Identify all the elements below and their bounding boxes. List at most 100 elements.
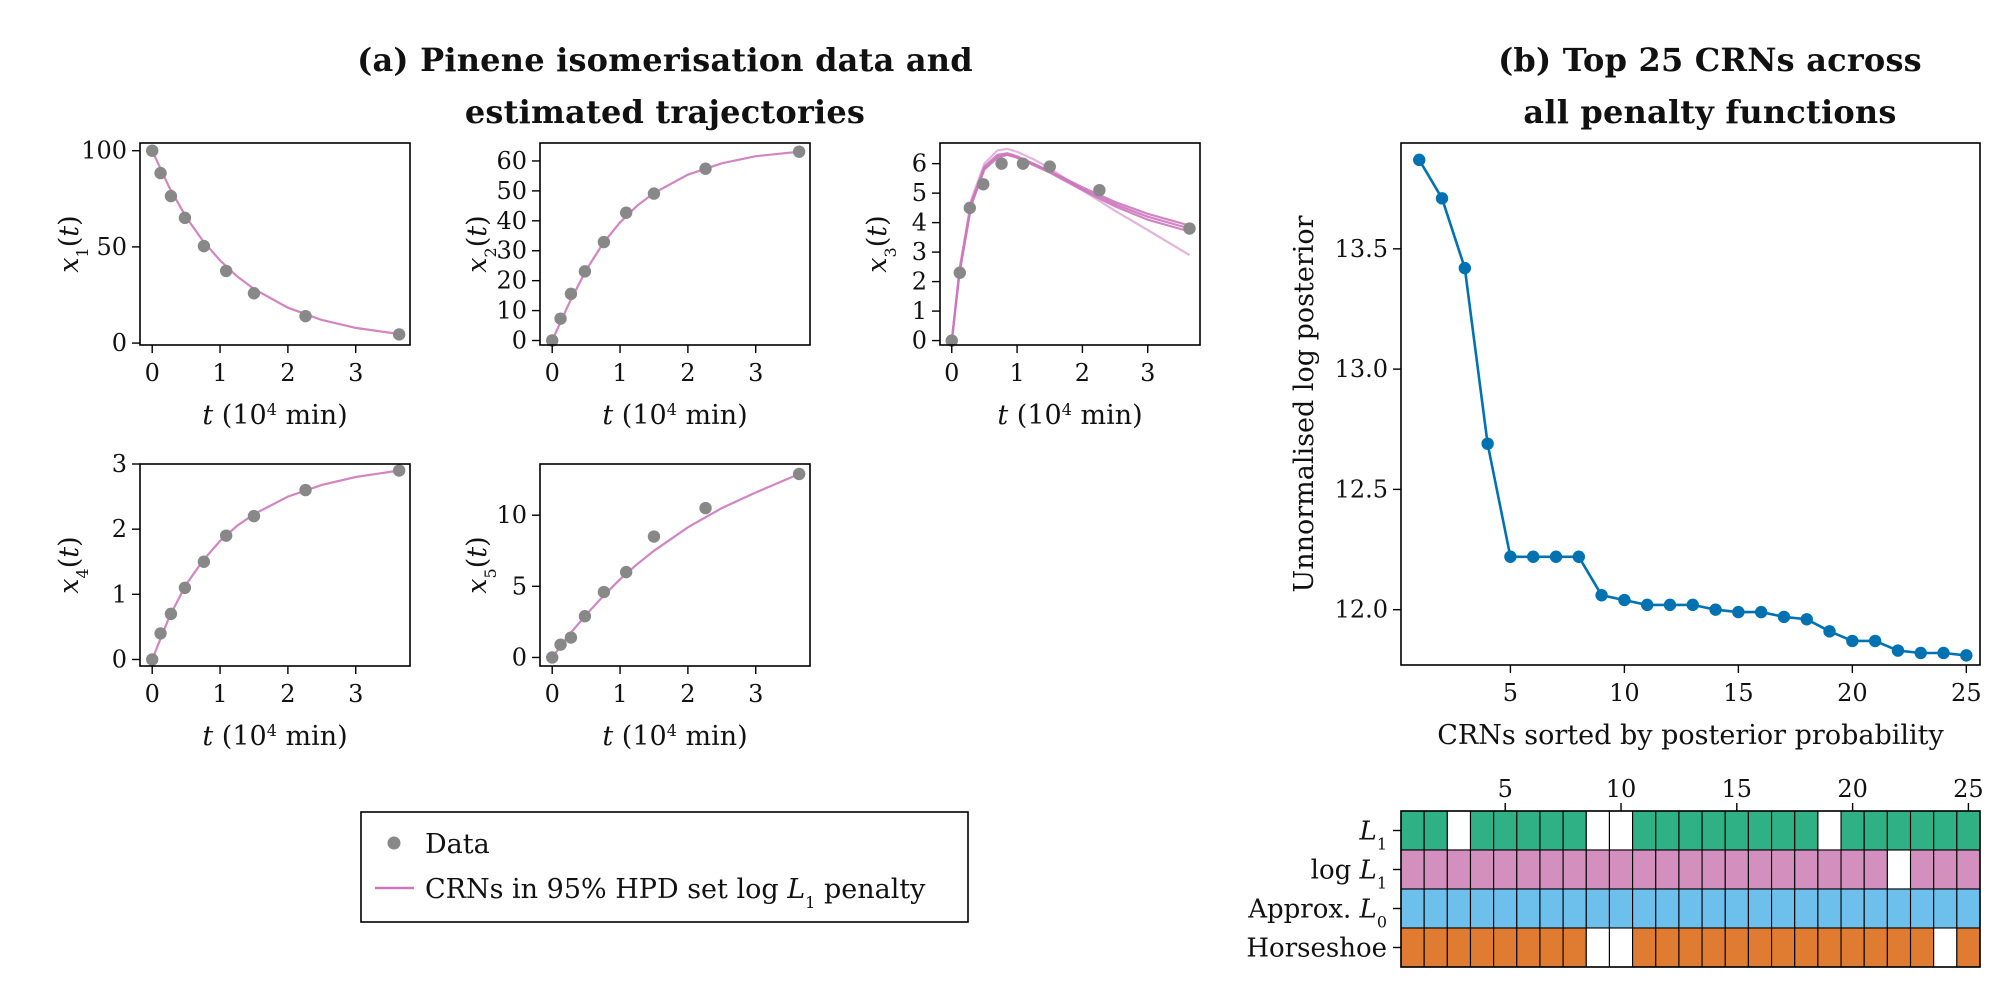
ytick-label-x3-6: 6 xyxy=(912,150,927,178)
grid-cell-r3-c4 xyxy=(1469,927,1495,968)
grid-cell-r3-c14 xyxy=(1701,927,1726,968)
ytick-label-x5-10: 10 xyxy=(496,501,527,529)
trajectory-line-x2-0 xyxy=(551,150,800,341)
grid-cell-r3-c21 xyxy=(1863,927,1888,968)
ylabel-x3: x3(t) xyxy=(862,215,900,272)
grid-cell-r0-c11 xyxy=(1632,810,1657,851)
ytick-label-x3-4: 4 xyxy=(912,209,927,237)
xtick-label-x2-1: 1 xyxy=(612,359,627,387)
grid-cell-r1-c10 xyxy=(1608,849,1634,890)
grid-cell-r3-c22 xyxy=(1886,927,1912,968)
grid-cell-r1-c18 xyxy=(1794,849,1819,890)
grid-xtick-label-20: 20 xyxy=(1837,775,1868,803)
panel-a-title-line1: (a) Pinene isomerisation data and xyxy=(357,41,973,79)
ytick-label-x2-50: 50 xyxy=(496,177,527,205)
grid-cell-r2-c7 xyxy=(1539,888,1564,929)
data-point-x5-4 xyxy=(597,585,611,599)
grid-cell-r1-c11 xyxy=(1632,849,1657,890)
posterior-point-20 xyxy=(1846,634,1859,648)
posterior-point-12 xyxy=(1663,598,1677,612)
grid-cell-r3-c9 xyxy=(1585,927,1610,968)
grid-xtick-label-25: 25 xyxy=(1953,775,1984,803)
ylabel-x2: x2(t) xyxy=(462,215,500,272)
grid-cell-r0-c19 xyxy=(1817,810,1842,851)
grid-cell-r2-c19 xyxy=(1817,888,1842,929)
grid-cell-r3-c24 xyxy=(1933,927,1958,968)
ytick-label-x2-0: 0 xyxy=(512,327,527,355)
grid-cell-r1-c14 xyxy=(1701,849,1726,890)
posterior-point-7 xyxy=(1549,550,1563,563)
axes-frame-x5 xyxy=(539,463,811,667)
grid-cell-r0-c14 xyxy=(1701,810,1726,851)
grid-cell-r1-c6 xyxy=(1516,849,1541,890)
posterior-point-25 xyxy=(1960,649,1973,662)
xtick-label-x4-2: 2 xyxy=(280,680,295,708)
grid-cell-r0-c17 xyxy=(1771,810,1796,851)
posterior-point-24 xyxy=(1937,646,1950,660)
ytick-label-x3-0: 0 xyxy=(912,327,927,355)
grid-cell-r0-c7 xyxy=(1539,810,1564,851)
data-point-x5-1 xyxy=(554,638,567,651)
ytick-label-x5-0: 0 xyxy=(512,643,527,671)
posterior-xtick-label-15: 15 xyxy=(1723,679,1754,707)
posterior-series-line xyxy=(1418,159,1967,657)
data-point-x2-8 xyxy=(792,145,806,158)
grid-cell-r2-c4 xyxy=(1469,888,1495,929)
grid-cell-r1-c24 xyxy=(1933,849,1958,890)
posterior-point-22 xyxy=(1891,644,1905,657)
grid-cell-r3-c7 xyxy=(1539,927,1564,968)
grid-cell-r2-c13 xyxy=(1678,888,1703,929)
ytick-label-x4-1: 1 xyxy=(112,580,127,608)
grid-cell-r0-c18 xyxy=(1794,810,1819,851)
data-point-x1-7 xyxy=(299,309,312,323)
xtick-label-x1-2: 2 xyxy=(280,359,295,387)
ytick-label-x2-20: 20 xyxy=(496,267,527,295)
xtick-label-x1-1: 1 xyxy=(212,359,227,387)
ytick-label-x3-3: 3 xyxy=(912,238,927,266)
grid-cell-r0-c2 xyxy=(1423,810,1448,851)
grid-cell-r2-c17 xyxy=(1771,888,1796,929)
posterior-ytick-label-12: 12.0 xyxy=(1335,596,1388,624)
panel-b-title-line2: all penalty functions xyxy=(1523,93,1897,131)
ylabel-x4: x4(t) xyxy=(54,536,92,593)
posterior-xtick-label-20: 20 xyxy=(1837,679,1868,707)
data-point-x2-4 xyxy=(597,235,611,249)
posterior-point-16 xyxy=(1754,605,1768,619)
ytick-label-x3-5: 5 xyxy=(912,179,927,207)
grid-cell-r1-c4 xyxy=(1469,849,1495,890)
ytick-label-x5-5: 5 xyxy=(512,572,527,600)
grid-cell-r2-c16 xyxy=(1747,888,1773,929)
grid-cell-r3-c12 xyxy=(1655,927,1680,968)
grid-cell-r1-c13 xyxy=(1678,849,1703,890)
grid-cell-r0-c16 xyxy=(1747,810,1773,851)
axes-frame-x3 xyxy=(939,142,1201,346)
grid-cell-r2-c3 xyxy=(1446,888,1472,929)
grid-cell-r0-c8 xyxy=(1562,810,1587,851)
data-point-x5-5 xyxy=(619,565,633,579)
posterior-point-11 xyxy=(1640,598,1654,612)
grid-row-label-3: Horseshoe xyxy=(1246,934,1387,964)
xlabel-x2: t (104 min) xyxy=(602,400,747,432)
data-point-x5-3 xyxy=(578,610,592,623)
panel-x1: 0 1 2 3 0 50 100 t (104 min) x1(t) xyxy=(54,137,411,431)
posterior-frame xyxy=(1400,142,1981,666)
grid-cell-r3-c25 xyxy=(1956,927,1981,968)
ytick-label-x2-30: 30 xyxy=(496,237,527,265)
trajectory-line-x1-0 xyxy=(151,150,400,336)
legend-data-marker xyxy=(387,836,401,850)
panel-a-title: (a) Pinene isomerisation data and estima… xyxy=(255,34,1075,138)
posterior-point-6 xyxy=(1527,550,1540,563)
grid-cell-r2-c6 xyxy=(1516,888,1541,929)
grid-xtick-label-15: 15 xyxy=(1722,775,1753,803)
panel-x5: 0 1 2 3 0 5 10 t (104 min) x5(t) xyxy=(462,463,811,752)
posterior-xlabel: CRNs sorted by posterior probability xyxy=(1437,720,1944,751)
grid-cell-r3-c13 xyxy=(1678,927,1703,968)
posterior-point-4 xyxy=(1481,437,1494,450)
data-point-x2-5 xyxy=(619,206,633,219)
legend-data-label: Data xyxy=(425,829,490,860)
grid-cell-r3-c10 xyxy=(1608,927,1634,968)
panel-b-title: (b) Top 25 CRNs across all penalty funct… xyxy=(1400,34,2000,138)
ytick-label-x2-10: 10 xyxy=(496,297,527,325)
grid-cell-r3-c19 xyxy=(1817,927,1842,968)
